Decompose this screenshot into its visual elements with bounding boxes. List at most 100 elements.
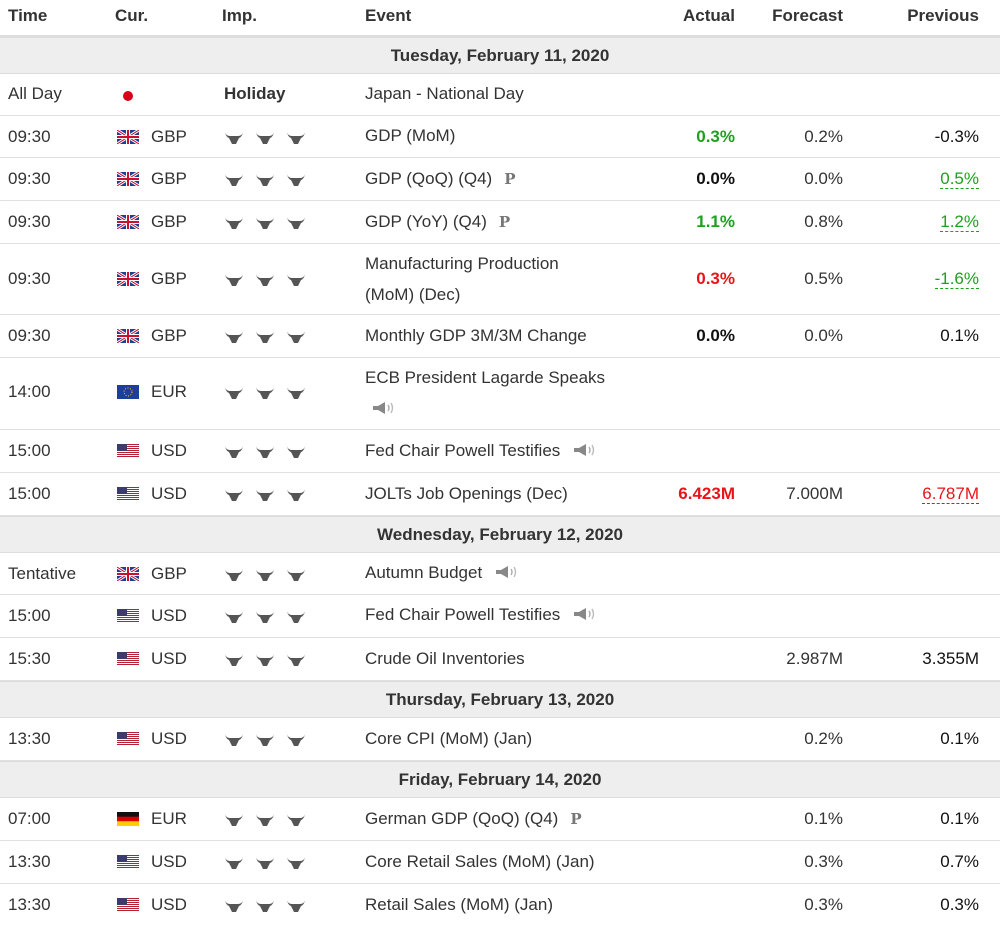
actual-value: 0.0% xyxy=(696,326,735,345)
bull-icon xyxy=(255,131,275,145)
bull-icon xyxy=(286,653,306,667)
event-name[interactable]: German GDP (QoQ) (Q4) xyxy=(365,809,559,828)
speech-icon xyxy=(572,600,598,631)
importance-bulls xyxy=(224,564,317,584)
preliminary-icon: P xyxy=(504,170,516,188)
actual-value: 6.423M xyxy=(678,484,735,503)
forecast-value: 7.000M xyxy=(786,484,843,503)
table-row[interactable]: 09:30 GBP Manufacturing Production (MoM) … xyxy=(0,244,1000,315)
preliminary-icon: P xyxy=(498,213,511,231)
table-row[interactable]: 09:30 GBP Monthly GDP 3M/3M Change 0.0% … xyxy=(0,315,1000,358)
bull-icon xyxy=(255,273,275,287)
table-row[interactable]: 09:30 GBP GDP (MoM) 0.3% 0.2% -0.3% xyxy=(0,116,1000,158)
forecast-value: 0.8% xyxy=(804,212,843,231)
bull-icon xyxy=(286,173,306,187)
table-row[interactable]: 13:30 USD Core CPI (MoM) (Jan) 0.2% 0.1% xyxy=(0,718,1000,761)
bull-icon xyxy=(286,488,306,502)
event-name[interactable]: Retail Sales (MoM) (Jan) xyxy=(365,895,553,914)
bull-icon xyxy=(224,173,244,187)
table-row[interactable]: Tentative GBP Autumn Budget xyxy=(0,553,1000,595)
event-name[interactable]: Manufacturing Production (MoM) (Dec) xyxy=(365,248,655,310)
holiday-label: Holiday xyxy=(224,84,286,103)
bull-icon xyxy=(224,445,244,459)
event-time: 15:00 xyxy=(8,484,51,503)
event-name[interactable]: Autumn Budget xyxy=(365,563,483,582)
currency: EUR xyxy=(151,382,187,401)
event-time: 09:30 xyxy=(8,169,51,188)
forecast-value: 0.0% xyxy=(804,326,843,345)
bull-icon xyxy=(224,733,244,747)
event-name[interactable]: Core CPI (MoM) (Jan) xyxy=(365,729,533,748)
event-time: 07:00 xyxy=(8,809,51,828)
bull-icon xyxy=(224,610,244,624)
previous-value[interactable]: -1.6% xyxy=(934,269,979,289)
table-row[interactable]: 14:00 EUR ECB President Lagarde Speaks xyxy=(0,358,1000,430)
uk-flag-icon xyxy=(117,329,139,343)
forecast-value: 0.5% xyxy=(804,269,843,288)
uk-flag-icon xyxy=(117,567,139,581)
table-row[interactable]: All Day Holiday Japan - National Day xyxy=(0,74,1000,116)
table-row[interactable]: 13:30 USD Core Retail Sales (MoM) (Jan) … xyxy=(0,841,1000,884)
event-name[interactable]: JOLTs Job Openings (Dec) xyxy=(365,484,568,503)
us-flag-icon xyxy=(117,487,139,501)
event-time: 09:30 xyxy=(8,269,51,288)
event-name[interactable]: GDP (MoM) xyxy=(365,126,456,145)
forecast-value: 0.2% xyxy=(804,729,843,748)
table-row[interactable]: 15:00 USD JOLTs Job Openings (Dec) 6.423… xyxy=(0,473,1000,516)
event-name[interactable]: Fed Chair Powell Testifies xyxy=(365,441,561,460)
event-name[interactable]: GDP (QoQ) (Q4) xyxy=(365,169,493,188)
previous-value[interactable]: 1.2% xyxy=(940,212,979,232)
event-time: 13:30 xyxy=(8,729,51,748)
previous-value[interactable]: 0.5% xyxy=(940,169,979,189)
us-flag-icon xyxy=(117,652,139,666)
col-actual[interactable]: Actual xyxy=(683,6,735,25)
bull-icon xyxy=(255,813,275,827)
table-row[interactable]: 13:30 USD Retail Sales (MoM) (Jan) 0.3% … xyxy=(0,884,1000,926)
bull-icon xyxy=(286,386,306,400)
day-header: Friday, February 14, 2020 xyxy=(0,761,1000,798)
bull-icon xyxy=(255,445,275,459)
bull-icon xyxy=(255,216,275,230)
event-name[interactable]: GDP (YoY) (Q4) xyxy=(365,212,487,231)
speech-icon xyxy=(371,394,397,425)
table-row[interactable]: 15:00 USD Fed Chair Powell Testifies xyxy=(0,430,1000,473)
event-time: 15:00 xyxy=(8,606,51,625)
col-previous[interactable]: Previous xyxy=(907,6,979,25)
col-time[interactable]: Time xyxy=(8,6,48,25)
importance-bulls xyxy=(224,441,317,461)
previous-value: 0.3% xyxy=(940,895,979,914)
forecast-value: 0.3% xyxy=(804,895,843,914)
importance-bulls xyxy=(224,326,317,346)
table-row[interactable]: 09:30 GBP GDP (QoQ) (Q4) P 0.0% 0.0% 0.5% xyxy=(0,158,1000,201)
importance-bulls xyxy=(224,382,317,402)
importance-bulls xyxy=(224,649,317,669)
bull-icon xyxy=(255,173,275,187)
event-name[interactable]: Core Retail Sales (MoM) (Jan) xyxy=(365,852,595,871)
table-row[interactable]: 07:00 EUR German GDP (QoQ) (Q4) P 0.1% 0.… xyxy=(0,798,1000,841)
col-importance[interactable]: Imp. xyxy=(222,6,257,25)
event-name[interactable]: Monthly GDP 3M/3M Change xyxy=(365,326,587,345)
importance-bulls xyxy=(224,269,317,289)
table-row[interactable]: 09:30 GBP GDP (YoY) (Q4) P 1.1% 0.8% 1.2% xyxy=(0,201,1000,244)
importance-bulls xyxy=(224,606,317,626)
currency: USD xyxy=(151,606,187,625)
event-time: 13:30 xyxy=(8,895,51,914)
col-currency[interactable]: Cur. xyxy=(115,6,149,25)
table-row[interactable]: 15:00 USD Fed Chair Powell Testifies xyxy=(0,595,1000,638)
bull-icon xyxy=(224,488,244,502)
table-row[interactable]: 15:30 USD Crude Oil Inventories 2.987M 3… xyxy=(0,638,1000,681)
event-name[interactable]: ECB President Lagarde Speaks xyxy=(365,368,606,387)
currency: USD xyxy=(151,729,187,748)
event-name[interactable]: Fed Chair Powell Testifies xyxy=(365,605,561,624)
currency: USD xyxy=(151,649,187,668)
event-time: 09:30 xyxy=(8,212,51,231)
event-name[interactable]: Crude Oil Inventories xyxy=(365,649,525,668)
previous-value: 0.1% xyxy=(940,809,979,828)
col-forecast[interactable]: Forecast xyxy=(772,6,843,25)
forecast-value: 0.3% xyxy=(804,852,843,871)
col-event[interactable]: Event xyxy=(365,6,412,25)
previous-value[interactable]: 6.787M xyxy=(922,484,979,504)
event-name[interactable]: Japan - National Day xyxy=(365,84,524,103)
importance-bulls xyxy=(224,484,317,504)
